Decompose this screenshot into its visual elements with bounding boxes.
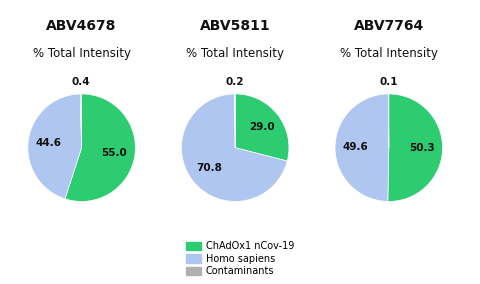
Wedge shape xyxy=(235,94,289,161)
Text: 0.1: 0.1 xyxy=(379,77,398,87)
Text: 44.6: 44.6 xyxy=(36,138,61,148)
Text: % Total Intensity: % Total Intensity xyxy=(33,47,131,60)
Text: ABV7764: ABV7764 xyxy=(354,18,424,33)
Text: 29.0: 29.0 xyxy=(249,122,275,132)
Text: 55.0: 55.0 xyxy=(102,148,127,158)
Text: % Total Intensity: % Total Intensity xyxy=(340,47,438,60)
Legend: ChAdOx1 nCov-19, Homo sapiens, Contaminants: ChAdOx1 nCov-19, Homo sapiens, Contamina… xyxy=(183,239,297,279)
Wedge shape xyxy=(65,94,135,201)
Text: 0.4: 0.4 xyxy=(72,77,90,87)
Text: 70.8: 70.8 xyxy=(196,163,222,173)
Text: ABV5811: ABV5811 xyxy=(200,18,271,33)
Text: % Total Intensity: % Total Intensity xyxy=(186,47,284,60)
Wedge shape xyxy=(80,94,82,148)
Wedge shape xyxy=(388,94,443,201)
Wedge shape xyxy=(181,94,287,201)
Wedge shape xyxy=(28,94,82,199)
Text: 50.3: 50.3 xyxy=(409,143,435,153)
Text: 49.6: 49.6 xyxy=(343,143,368,153)
Text: ABV4678: ABV4678 xyxy=(47,18,117,33)
Text: 0.2: 0.2 xyxy=(226,77,244,87)
Wedge shape xyxy=(335,94,389,201)
